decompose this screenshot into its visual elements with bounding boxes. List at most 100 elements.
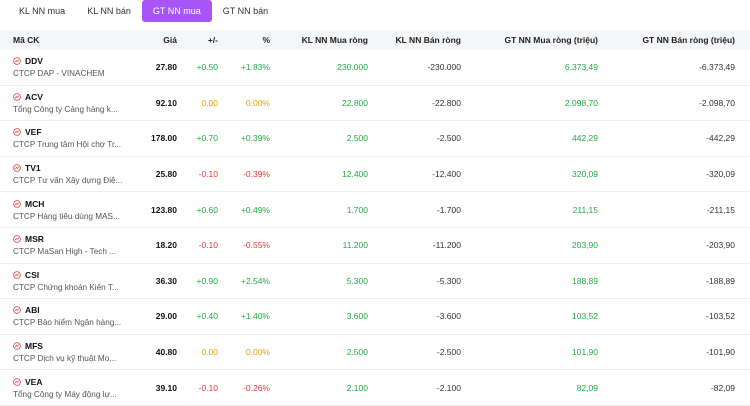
table-row[interactable]: DDV CTCP DAP - VINACHEM 27.80 +0.50 +1.83% 23…: [0, 50, 750, 86]
kl-sell-value: -2.100: [436, 382, 461, 393]
price-value: 27.80: [155, 62, 177, 73]
stock-code[interactable]: MFS: [25, 341, 43, 352]
table-row[interactable]: TV1 CTCP Tư vấn Xây dựng Điệ... 25.80 -0.10…: [0, 157, 750, 193]
header-percent[interactable]: %: [262, 35, 270, 45]
table-row[interactable]: ACV Tổng Công ty Cảng hàng k... 92.10 0.00 0…: [0, 86, 750, 122]
table-row[interactable]: MCH CTCP Hàng tiêu dùng MAS... 123.80 +0.60…: [0, 192, 750, 228]
price-alert-icon[interactable]: [13, 235, 21, 244]
change-value: +0.70: [196, 133, 218, 144]
kl-buy-value: 3.600: [346, 311, 368, 322]
percent-value: +0.49%: [240, 204, 270, 215]
price-alert-icon[interactable]: [13, 306, 21, 315]
price-value: 39.10: [155, 382, 177, 393]
table-row[interactable]: MSR CTCP MaSan High - Tech ... 18.20 -0.10 -…: [0, 228, 750, 264]
table-row[interactable]: MFS CTCP Dịch vụ kỹ thuật Mo... 40.80 0.00 0…: [0, 335, 750, 371]
gt-buy-value: 188,89: [572, 275, 598, 286]
header-price[interactable]: Giá: [163, 35, 177, 45]
stock-code-line[interactable]: ACV: [13, 92, 130, 102]
price-alert-icon[interactable]: [13, 57, 21, 66]
price-value: 18.20: [155, 240, 177, 251]
tab-gt-nn-mua[interactable]: GT NN mua: [141, 0, 212, 22]
price-alert-icon[interactable]: [13, 377, 21, 386]
kl-buy-value: 2.100: [346, 382, 368, 393]
gt-sell-value: -188,89: [706, 275, 735, 286]
table-header: Mã CK Giá +/- % KL NN Mua ròng KL NN Bán…: [0, 30, 750, 50]
price-value: 178.00: [151, 133, 177, 144]
change-value: 0.00: [201, 347, 218, 358]
stock-code[interactable]: VEA: [25, 376, 43, 387]
table-row[interactable]: CSI CTCP Chứng khoán Kiến T... 36.30 +0.90 +…: [0, 264, 750, 300]
kl-sell-value: -5.300: [436, 275, 461, 286]
stock-code-line[interactable]: MFS: [13, 341, 130, 351]
kl-buy-value: 22.800: [342, 97, 368, 108]
kl-sell-value: -3.600: [436, 311, 461, 322]
company-name: CTCP Tư vấn Xây dựng Điệ...: [13, 176, 123, 186]
percent-value: -0.26%: [243, 382, 270, 393]
stock-code[interactable]: MCH: [25, 198, 45, 209]
kl-buy-value: 5.300: [346, 275, 368, 286]
stock-cell: MFS CTCP Dịch vụ kỹ thuật Mo...: [0, 341, 130, 363]
stock-code[interactable]: TV1: [25, 163, 41, 174]
header-kl-buy[interactable]: KL NN Mua ròng: [301, 35, 368, 45]
stock-code-line[interactable]: DDV: [13, 56, 130, 66]
kl-buy-value: 11.200: [342, 240, 368, 251]
gt-sell-value: -211,15: [706, 204, 735, 215]
kl-buy-value: 2.500: [346, 347, 368, 358]
tab-kl-nn-bán[interactable]: KL NN bán: [87, 6, 131, 16]
header-gt-sell[interactable]: GT NN Bán ròng (triệu): [642, 35, 735, 45]
price-alert-icon[interactable]: [13, 93, 21, 101]
stock-code-line[interactable]: CSI: [13, 270, 130, 280]
gt-sell-value: -2.098,70: [699, 97, 735, 108]
kl-buy-value: 1.700: [346, 204, 368, 215]
stock-code-line[interactable]: ABI: [13, 305, 130, 315]
gt-sell-value: -6.373,49: [699, 62, 735, 73]
change-value: -0.10: [198, 169, 218, 180]
stock-code-line[interactable]: MSR: [13, 234, 130, 244]
table-row[interactable]: ABI CTCP Bảo hiểm Ngân hàng... 29.00 +0.40 +…: [0, 299, 750, 335]
tab-kl-nn-mua[interactable]: KL NN mua: [19, 6, 66, 16]
header-kl-sell[interactable]: KL NN Bán ròng: [395, 35, 461, 45]
kl-buy-value: 230.000: [337, 62, 368, 73]
percent-value: +1.40%: [240, 311, 270, 322]
stock-code[interactable]: ACV: [25, 91, 43, 102]
price-value: 92.10: [155, 97, 177, 108]
table-body: DDV CTCP DAP - VINACHEM 27.80 +0.50 +1.83% 23…: [0, 50, 750, 406]
price-value: 123.80: [151, 204, 177, 215]
price-alert-icon[interactable]: [13, 271, 21, 279]
stock-code[interactable]: MSR: [25, 234, 44, 245]
change-value: +0.90: [196, 275, 218, 286]
kl-buy-value: 2.500: [346, 133, 368, 144]
header-code[interactable]: Mã CK: [13, 35, 40, 45]
price-alert-icon[interactable]: [13, 342, 21, 350]
tab-gt-nn-bán[interactable]: GT NN bán: [222, 6, 269, 16]
stock-cell: ABI CTCP Bảo hiểm Ngân hàng...: [0, 305, 130, 327]
price-value: 36.30: [155, 275, 177, 286]
change-value: +0.60: [196, 204, 218, 215]
table-row[interactable]: VEF CTCP Trung tâm Hội chợ Tr... 178.00 +0.…: [0, 121, 750, 157]
stock-code[interactable]: ABI: [25, 305, 40, 316]
stock-code[interactable]: CSI: [25, 269, 40, 280]
company-name: CTCP DAP - VINACHEM: [13, 69, 105, 79]
price-alert-icon[interactable]: [13, 199, 21, 208]
stock-code-line[interactable]: VEF: [13, 127, 130, 137]
stock-cell: DDV CTCP DAP - VINACHEM: [0, 56, 130, 78]
stock-cell: TV1 CTCP Tư vấn Xây dựng Điệ...: [0, 163, 130, 185]
stock-code-line[interactable]: MCH: [13, 199, 130, 209]
price-alert-icon[interactable]: [13, 128, 21, 137]
tab-bar: KL NN mua KL NN bán GT NN mua GT NN bán: [0, 0, 750, 22]
price-value: 40.80: [155, 347, 177, 358]
header-change[interactable]: +/-: [207, 35, 218, 45]
price-alert-icon[interactable]: [13, 164, 21, 172]
stock-code-line[interactable]: VEA: [13, 377, 130, 387]
kl-sell-value: -1.700: [436, 204, 461, 215]
gt-sell-value: -103,52: [706, 311, 735, 322]
company-name: Tổng Công ty Cảng hàng k...: [13, 104, 118, 114]
table-row[interactable]: VEA Tổng Công ty Máy động lự... 39.10 -0.10…: [0, 370, 750, 406]
stock-code[interactable]: VEF: [25, 127, 42, 138]
header-gt-buy[interactable]: GT NN Mua ròng (triệu): [504, 35, 599, 45]
gt-buy-value: 101,90: [572, 347, 598, 358]
percent-value: 0.00%: [245, 97, 270, 108]
stock-code-line[interactable]: TV1: [13, 163, 130, 173]
percent-value: -0.39%: [243, 169, 270, 180]
stock-code[interactable]: DDV: [25, 56, 43, 67]
